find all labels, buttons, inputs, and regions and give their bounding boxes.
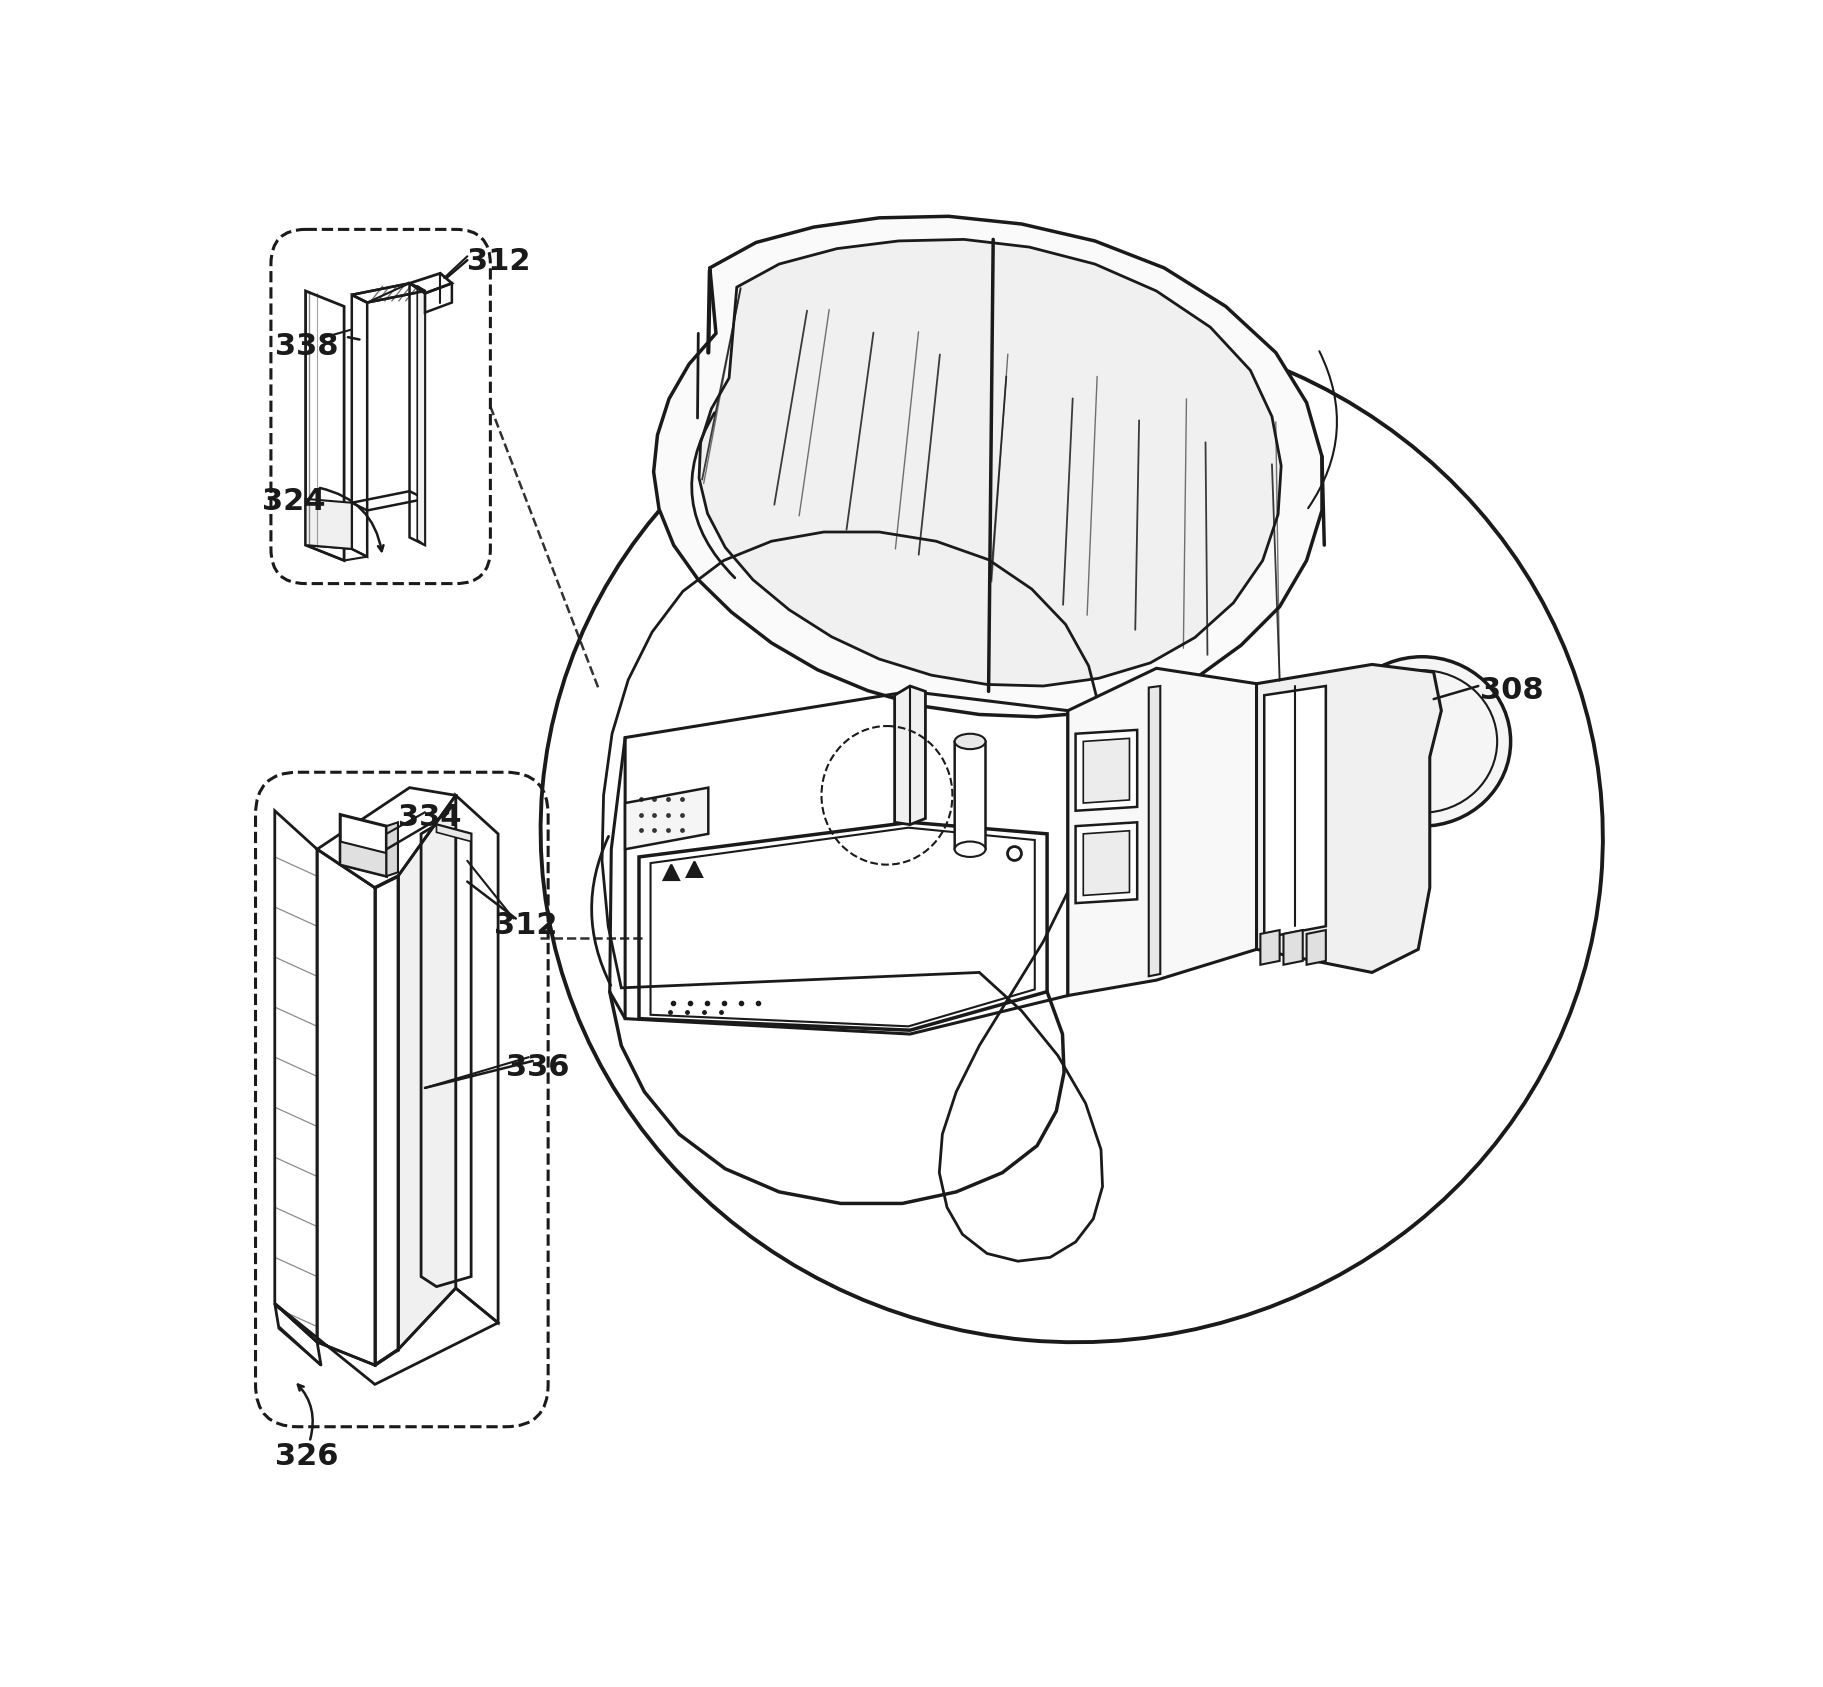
- Polygon shape: [417, 285, 425, 545]
- Ellipse shape: [955, 734, 986, 749]
- Ellipse shape: [1334, 656, 1511, 827]
- Polygon shape: [895, 687, 926, 825]
- Text: 326: 326: [275, 1442, 339, 1471]
- Polygon shape: [955, 736, 986, 855]
- Text: 334: 334: [397, 803, 461, 832]
- Polygon shape: [1083, 739, 1130, 803]
- Polygon shape: [698, 240, 1282, 687]
- Text: 338: 338: [275, 332, 339, 361]
- Ellipse shape: [955, 842, 986, 857]
- Text: 312: 312: [467, 246, 530, 277]
- Polygon shape: [436, 825, 470, 842]
- Polygon shape: [341, 842, 386, 876]
- Polygon shape: [664, 865, 678, 881]
- Text: 308: 308: [1480, 676, 1544, 705]
- Polygon shape: [687, 862, 702, 877]
- Polygon shape: [1307, 930, 1325, 965]
- Text: 324: 324: [263, 488, 324, 516]
- Polygon shape: [1263, 687, 1325, 938]
- Text: 312: 312: [494, 911, 558, 940]
- Polygon shape: [386, 822, 397, 876]
- Polygon shape: [654, 216, 1322, 717]
- Polygon shape: [1256, 665, 1442, 972]
- Polygon shape: [341, 815, 386, 876]
- Text: 336: 336: [505, 1053, 569, 1083]
- Polygon shape: [1076, 730, 1138, 811]
- Polygon shape: [397, 795, 456, 1350]
- Polygon shape: [1148, 687, 1159, 977]
- Polygon shape: [1260, 930, 1280, 965]
- Polygon shape: [1283, 930, 1303, 965]
- Polygon shape: [1083, 830, 1130, 896]
- Polygon shape: [625, 788, 709, 849]
- Polygon shape: [1076, 822, 1138, 903]
- Polygon shape: [306, 499, 352, 548]
- Polygon shape: [1068, 668, 1256, 995]
